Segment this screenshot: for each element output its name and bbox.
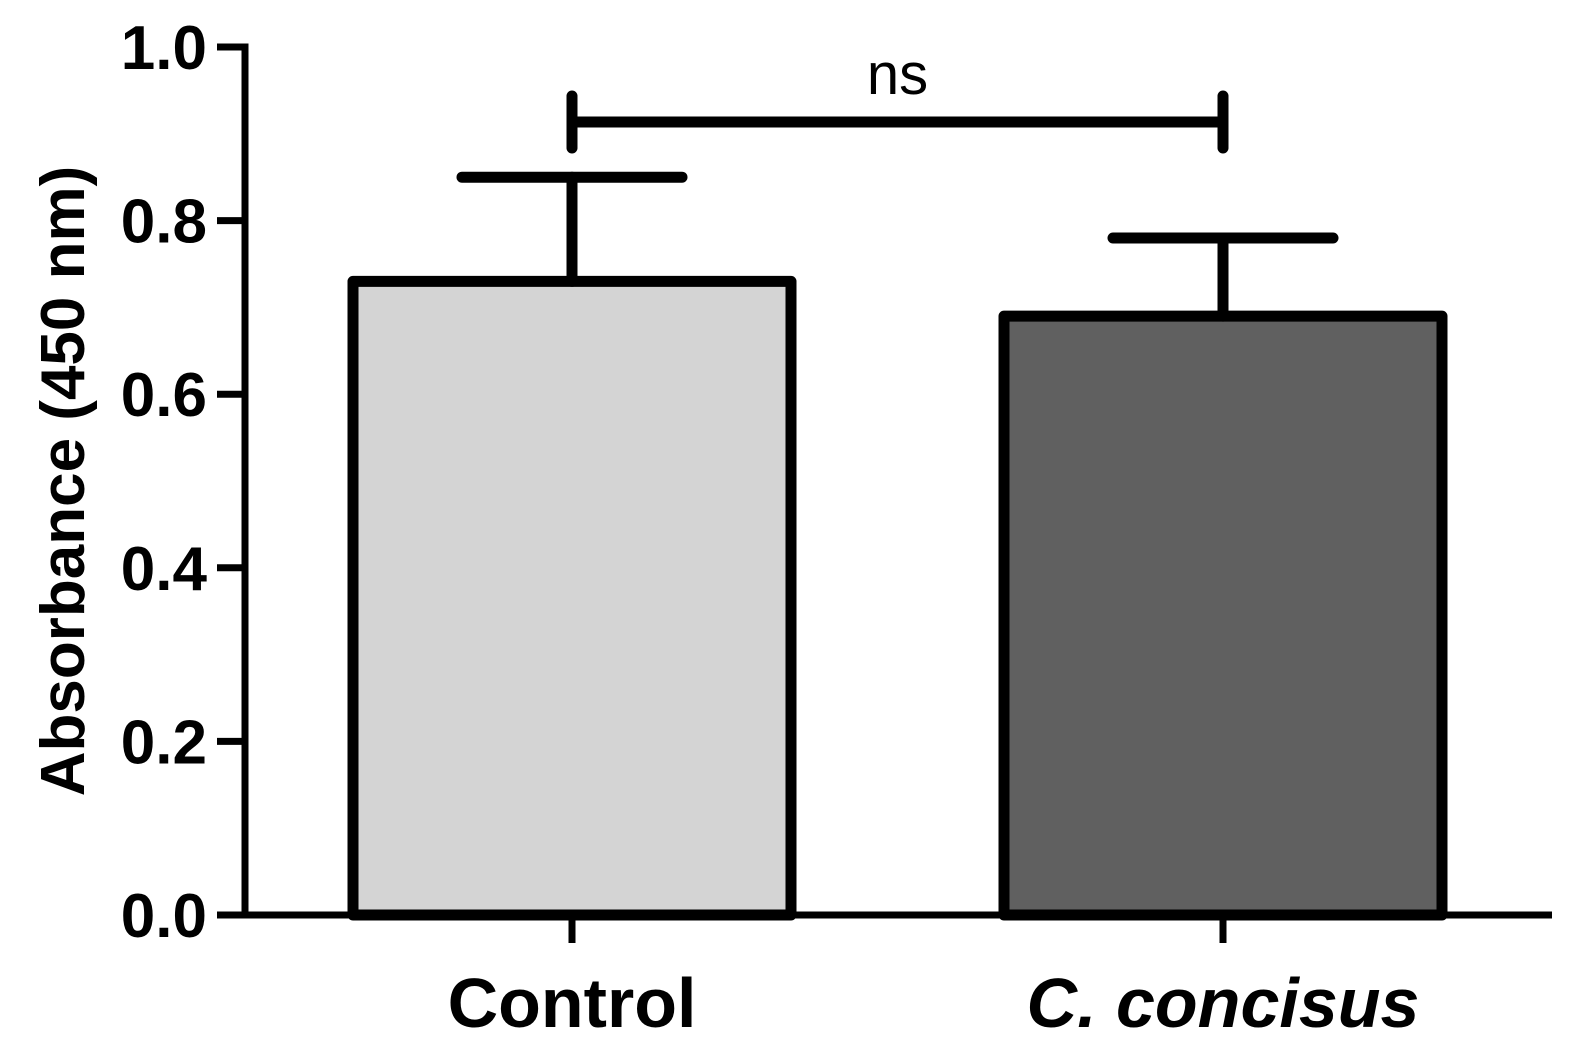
bar-0 — [347, 275, 797, 921]
category-label-0: Control — [448, 964, 697, 1042]
y-axis-title: Absorbance (450 nm) — [29, 166, 98, 797]
errorbars-layer — [456, 171, 1339, 322]
labels-layer: 0.0 0.2 0.4 0.6 0.8 1.0 Control C. concisus Abso… — [29, 14, 1419, 1042]
y-tick-label-2: 0.4 — [121, 535, 208, 604]
significance-layer: ns — [566, 42, 1229, 154]
bar-1 — [998, 310, 1448, 921]
y-tick-label-4: 0.8 — [121, 188, 207, 257]
significance-label: ns — [867, 42, 928, 107]
category-label-1: C. concisus — [1027, 964, 1420, 1042]
bars-layer — [347, 275, 1448, 921]
y-tick-label-0: 0.0 — [121, 882, 207, 951]
y-tick-label-5: 1.0 — [121, 14, 207, 83]
y-tick-label-1: 0.2 — [121, 708, 207, 777]
y-tick-label-3: 0.6 — [121, 361, 207, 430]
axes-layer — [217, 43, 1552, 943]
